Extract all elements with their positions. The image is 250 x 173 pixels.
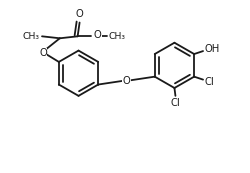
Text: CH₃: CH₃ (22, 32, 39, 41)
Text: Cl: Cl (203, 77, 213, 86)
Text: O: O (39, 48, 47, 58)
Text: O: O (122, 76, 130, 86)
Text: O: O (93, 30, 101, 40)
Text: CH₃: CH₃ (108, 32, 125, 41)
Text: O: O (76, 9, 83, 19)
Text: OH: OH (203, 44, 218, 54)
Text: Cl: Cl (170, 98, 179, 108)
